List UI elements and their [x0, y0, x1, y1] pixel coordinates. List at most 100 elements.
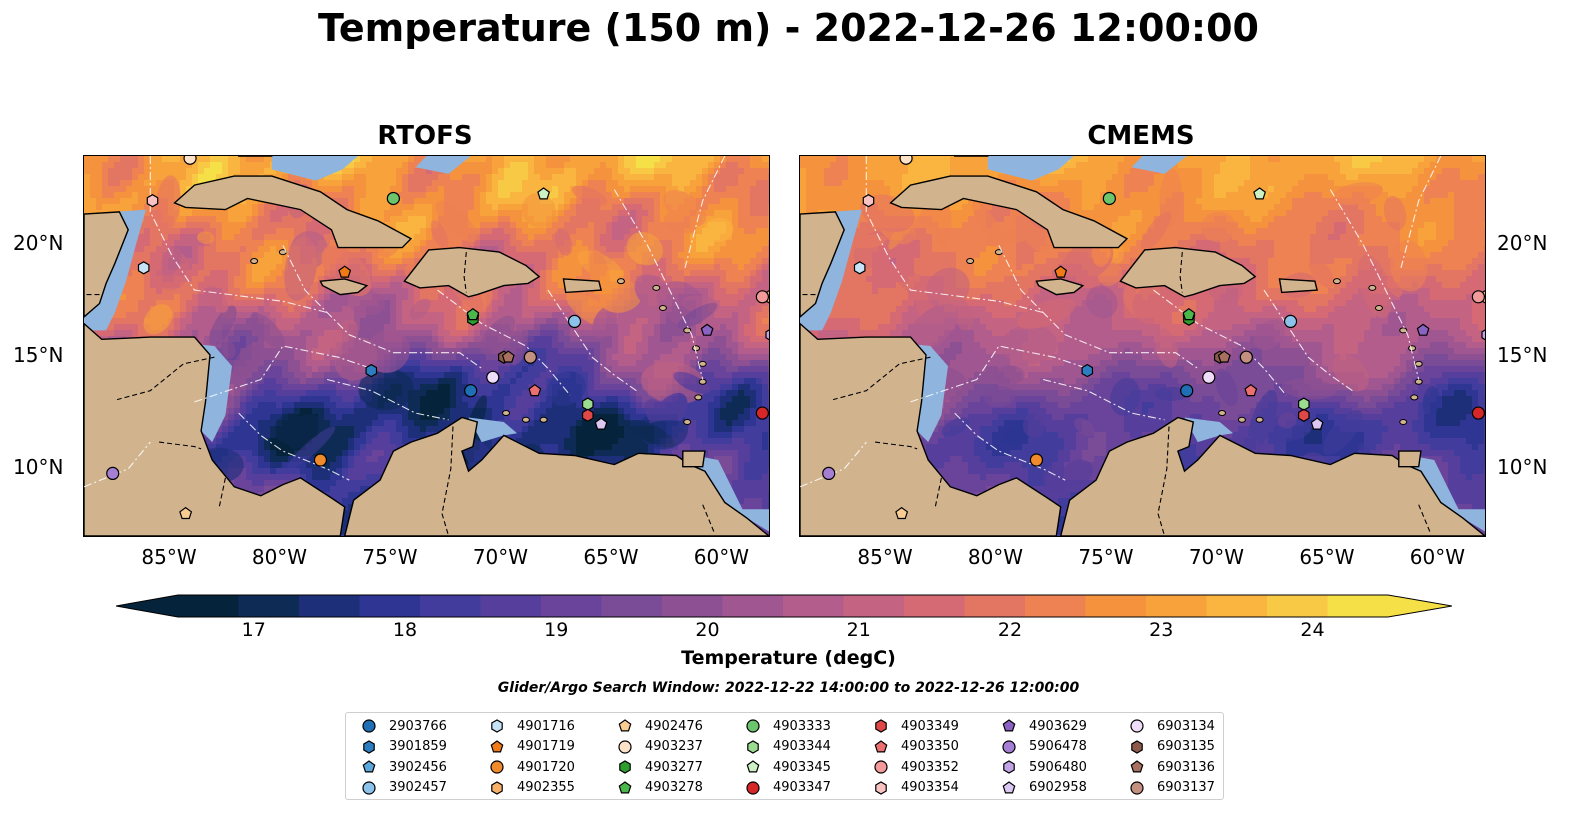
legend-entry: 5906478 [1001, 737, 1087, 758]
legend-marker [618, 719, 632, 732]
colorbar-segment [722, 595, 784, 617]
cmems-eez-4 [1263, 289, 1353, 392]
rtofs-island-10 [521, 416, 530, 423]
rtofs-eez-2 [326, 378, 449, 421]
cmems-eez-6 [1400, 156, 1442, 268]
legend-label: 6902958 [1029, 780, 1087, 796]
legend-entry: 4903345 [745, 757, 831, 778]
legend-marker [362, 781, 376, 795]
legend-column: 4902476 4903237 4903277 4903278 [617, 716, 703, 798]
cmems-island-3 [1414, 378, 1423, 385]
legend-marker-4903278 [618, 781, 632, 794]
legend-label: 4903237 [645, 739, 703, 755]
rtofs-float-5906478 [106, 466, 120, 481]
rtofs-eez-7 [194, 345, 372, 403]
legend-label: 3902456 [389, 759, 447, 775]
colorbar-segment [541, 595, 602, 617]
legend-marker-6903137 [1130, 781, 1144, 795]
rtofs-float-6903137 [523, 350, 537, 364]
legend-marker [874, 760, 888, 774]
rtofs-island-7 [652, 284, 661, 291]
legend-marker-6902958 [1002, 781, 1016, 794]
legend-marker [1130, 760, 1144, 773]
cmems-island-1 [1408, 345, 1417, 352]
cmems-border-3 [1157, 426, 1170, 536]
colorbar-segment [601, 595, 663, 617]
rtofs-border-4 [463, 252, 467, 293]
legend-marker-6903135 [1131, 740, 1143, 754]
legend-marker [618, 781, 632, 794]
legend-label: 4901719 [517, 739, 575, 755]
colorbar-segment [783, 595, 844, 617]
cmems-land-southAm [1059, 416, 1485, 536]
legend-marker [1131, 740, 1143, 754]
legend-marker [746, 719, 760, 733]
rtofs-shelf-3 [415, 156, 471, 174]
legend-label: 6903137 [1157, 780, 1215, 796]
cmems-float-6902958 [1310, 417, 1324, 430]
cmems-eez-1 [998, 245, 1199, 369]
cmems-island-2 [1414, 360, 1423, 367]
legend-entry: 3901859 [361, 737, 447, 758]
rtofs-float-4903237 [183, 156, 197, 165]
cmems-float-4903344 [1298, 397, 1310, 411]
cmems-land-trinidad [1398, 450, 1422, 468]
colorbar-tick-label: 23 [1149, 619, 1174, 641]
legend-entry: 4901716 [489, 716, 575, 737]
legend-marker [1130, 719, 1144, 733]
cmems-float-4903350 [1244, 383, 1258, 397]
legend-column: 4901716 4901719 4901720 4902355 [489, 716, 575, 798]
colorbar-segment [843, 595, 905, 617]
rtofs-island-5 [683, 419, 692, 425]
legend-marker [363, 740, 375, 754]
legend-label: 2903766 [389, 718, 447, 734]
legend-label: 4903629 [1029, 718, 1087, 734]
float-legend: 2903766 3901859 3902456 3902457 4901716 49017… [345, 712, 1224, 800]
cmems-border-1 [875, 441, 918, 450]
x-tick-label: 75°W [362, 545, 418, 569]
rtofs-eez-1 [282, 245, 483, 369]
legend-marker-5906478 [1002, 740, 1016, 754]
cmems-eez-5 [1329, 189, 1420, 380]
rtofs-island-0 [683, 327, 692, 334]
search-window-caption: Glider/Argo Search Window: 2022-12-22 14… [497, 680, 1080, 696]
rtofs-float-4903350 [528, 383, 542, 397]
x-tick-label: 60°W [693, 545, 750, 569]
colorbar-tick-label: 21 [846, 619, 871, 641]
cmems-float-4903345 [1253, 187, 1267, 200]
rtofs-float-3902457 [567, 314, 582, 329]
cmems-float-5906480 [1481, 329, 1485, 341]
legend-entry: 4903354 [873, 778, 959, 799]
legend-marker-4903277 [619, 760, 631, 774]
legend-label: 5906478 [1029, 739, 1087, 755]
legend-marker [1130, 781, 1144, 795]
colorbar-tick-label: 19 [544, 619, 569, 641]
cmems-island-11 [1255, 416, 1264, 423]
cmems-island-10 [1237, 416, 1246, 423]
rtofs-float-4903349 [582, 408, 594, 422]
rtofs-float-2903766 [464, 384, 478, 398]
rtofs-land-puertoRico [562, 278, 602, 294]
cmems-island-8 [1332, 278, 1341, 285]
legend-entry: 4903277 [617, 757, 703, 778]
cmems-eez-9 [800, 441, 867, 488]
colorbar-segment [662, 595, 723, 617]
rtofs-eez-6 [684, 156, 726, 268]
legend-label: 4903277 [645, 759, 703, 775]
cmems-border-4 [1179, 252, 1183, 293]
rtofs-float-6903134 [486, 370, 500, 384]
colorbar-tick-label: 22 [997, 619, 1023, 641]
x-tick-label: 80°W [967, 545, 1024, 569]
x-tick-label: 70°W [472, 545, 529, 569]
colorbar-segment [1206, 595, 1268, 617]
rtofs-float-4901719 [338, 265, 352, 278]
rtofs-float-6902958 [594, 417, 608, 430]
x-tick-label: 80°W [251, 545, 308, 569]
legend-label: 4903352 [901, 759, 959, 775]
colorbar-label: Temperature (degC) [681, 647, 896, 669]
rtofs-land-hispaniola [403, 246, 541, 298]
legend-entry: 4903333 [745, 716, 831, 737]
legend-label: 4902355 [517, 780, 575, 796]
colorbar-segment [238, 595, 300, 617]
legend-label: 4903350 [901, 739, 959, 755]
